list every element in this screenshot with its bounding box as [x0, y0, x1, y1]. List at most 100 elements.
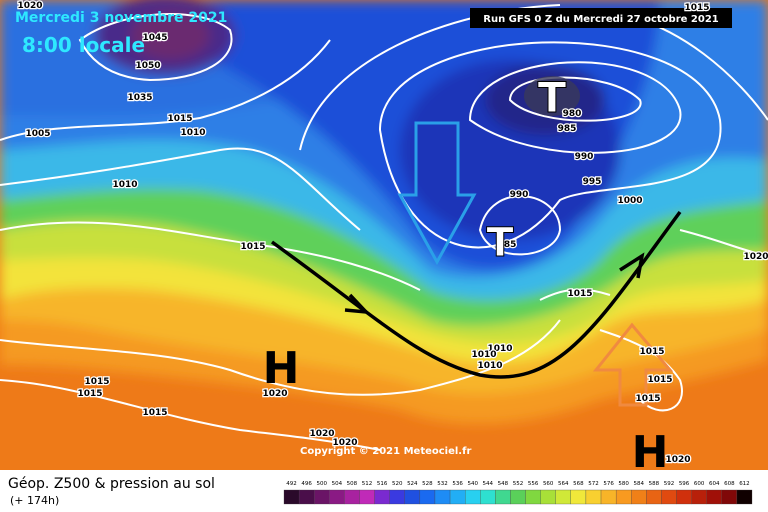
scale-swatch [676, 489, 692, 505]
isobar-label: 1015 [240, 242, 265, 252]
isobar-label: 1020 [309, 429, 334, 439]
pressure-system: T [538, 73, 567, 122]
scale-label: 588 [649, 481, 660, 487]
scale-swatch [721, 489, 738, 505]
run-text: Run GFS 0 Z du Mercredi 27 octobre 2021 [483, 14, 719, 25]
isobar-label: 1010 [471, 350, 496, 360]
isobar-label: 1015 [167, 114, 192, 124]
isobar-label: 995 [583, 177, 602, 187]
isobar-label: 1010 [487, 344, 512, 354]
scale-swatch [389, 489, 405, 505]
isobar-label: 980 [563, 109, 582, 119]
scale-swatch [298, 489, 315, 505]
isobar-label: 1015 [684, 3, 709, 13]
legend-lead: (+ 174h) [10, 494, 59, 507]
isobar-label: 1035 [127, 93, 152, 103]
isobar-label: 1050 [135, 61, 160, 71]
scale-swatch [434, 489, 451, 505]
scale-label: 612 [739, 481, 750, 487]
scale-label: 564 [558, 481, 569, 487]
scale-label: 556 [528, 481, 539, 487]
isobar-label: 1010 [112, 180, 137, 190]
scale-swatch [631, 489, 647, 505]
scale-label: 492 [286, 481, 297, 487]
pressure-system: T [486, 220, 514, 266]
pressure-system: H [263, 343, 300, 394]
color-scale: 492 496 500 504 508 512 516 520 524 528 532 536 540 5… [283, 481, 753, 505]
isobar-label: 1020 [332, 438, 357, 448]
scale-swatch [570, 489, 587, 505]
scale-label: 504 [332, 481, 343, 487]
isobar-label: 1020 [665, 455, 690, 465]
scale-label: 584 [634, 481, 645, 487]
scale-label: 560 [543, 481, 554, 487]
scale-label: 568 [573, 481, 584, 487]
scale-label: 580 [618, 481, 629, 487]
isobar-label: 1045 [142, 33, 167, 43]
scale-label: 592 [664, 481, 675, 487]
scale-label: 548 [498, 481, 509, 487]
isobar-label: 1015 [142, 408, 167, 418]
scale-swatch [525, 489, 541, 505]
scale-label: 512 [362, 481, 373, 487]
scale-label: 600 [694, 481, 705, 487]
isobar-label: 1015 [639, 347, 664, 357]
scale-label: 496 [301, 481, 312, 487]
scale-swatch [555, 489, 571, 505]
scale-swatch [314, 489, 330, 505]
scale-swatch [283, 489, 300, 505]
scale-swatch [691, 489, 707, 505]
scale-swatch [374, 489, 390, 505]
scale-swatch [495, 489, 511, 505]
scale-label: 604 [709, 481, 720, 487]
scale-label: 540 [467, 481, 478, 487]
ridge-arrow [592, 322, 674, 407]
scale-label: 516 [377, 481, 388, 487]
scale-swatch [600, 489, 617, 505]
isobar-label: 985 [558, 124, 577, 134]
map-time: 8:00 locale [22, 33, 145, 57]
map-area: Run GFS 0 Z du Mercredi 27 octobre 2021 … [0, 0, 768, 470]
scale-swatch [661, 489, 677, 505]
scale-label: 500 [316, 481, 327, 487]
scale-swatch [419, 489, 436, 505]
scale-label: 544 [483, 481, 494, 487]
map-date: Mercredi 3 novembre 2021 [15, 10, 227, 26]
scale-swatch [585, 489, 602, 505]
scale-swatch [615, 489, 632, 505]
isobar-label: 1020 [262, 389, 287, 399]
scale-label: 572 [588, 481, 599, 487]
scale-label: 532 [437, 481, 448, 487]
scale-swatch [480, 489, 496, 505]
copyright: Copyright © 2021 Meteociel.fr [300, 446, 471, 457]
trough-arrow [397, 121, 477, 266]
scale-label: 576 [603, 481, 614, 487]
isobar-label: 1010 [477, 361, 502, 371]
scale-label: 528 [422, 481, 433, 487]
scale-swatch [540, 489, 556, 505]
scale-swatch [404, 489, 421, 505]
scale-swatch [646, 489, 662, 505]
scale-label: 524 [407, 481, 418, 487]
scale-swatch [449, 489, 466, 505]
scale-swatch [706, 489, 722, 505]
scale-label: 552 [513, 481, 524, 487]
scale-label: 520 [392, 481, 403, 487]
jet-arrowheads [344, 252, 645, 315]
scale-label: 508 [347, 481, 358, 487]
isobar-label: 1020 [743, 252, 768, 262]
isobar-label: 990 [575, 152, 594, 162]
isobar-label: 1000 [617, 196, 642, 206]
scale-swatch [736, 489, 753, 505]
isobar-label: 1015 [567, 289, 592, 299]
isobar-label: 1005 [25, 129, 50, 139]
low-core [524, 76, 580, 116]
isobar-label: 1015 [84, 377, 109, 387]
isobar-label: 1020 [17, 1, 42, 11]
scale-label: 608 [724, 481, 735, 487]
scale-swatch [344, 489, 360, 505]
scale-swatch [359, 489, 375, 505]
isobar-label: 1010 [180, 128, 205, 138]
isobar-label: 1015 [77, 389, 102, 399]
